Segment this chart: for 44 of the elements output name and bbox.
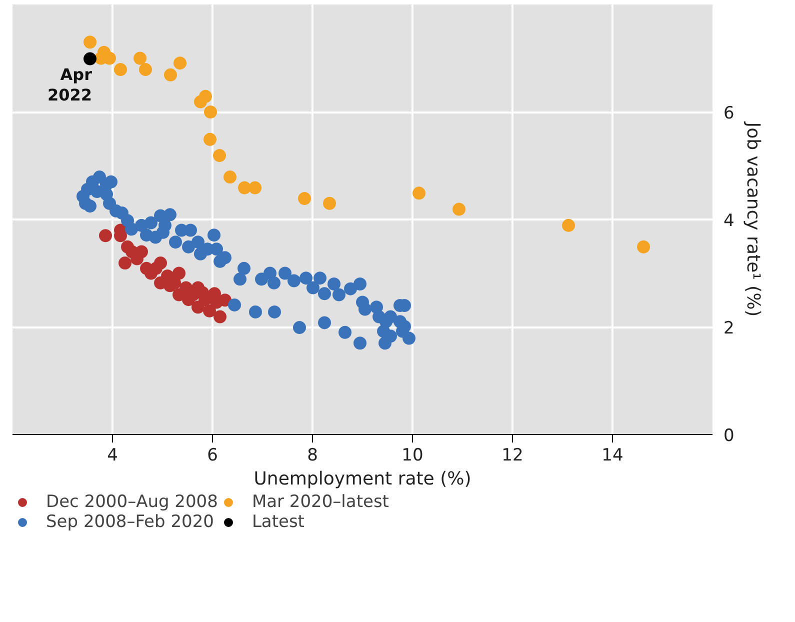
point bbox=[323, 196, 336, 210]
x-tick-label: 8 bbox=[307, 446, 318, 466]
point bbox=[213, 149, 226, 162]
point bbox=[114, 63, 127, 76]
point bbox=[412, 186, 426, 200]
x-tick-label: 12 bbox=[502, 446, 524, 466]
point bbox=[298, 192, 311, 206]
point bbox=[238, 181, 251, 194]
x-tick-label: 6 bbox=[207, 446, 218, 466]
point bbox=[150, 262, 162, 275]
point bbox=[204, 106, 217, 118]
y-axis-title: Job vacancy rate¹ (%) bbox=[742, 121, 764, 317]
x-axis-title: Unemployment rate (%) bbox=[254, 468, 472, 490]
point bbox=[134, 52, 146, 65]
legend-label: Sep 2008–Feb 2020 bbox=[46, 512, 214, 532]
point bbox=[203, 304, 216, 318]
y-tick-label: 6 bbox=[724, 104, 734, 124]
point bbox=[224, 170, 236, 184]
point bbox=[214, 310, 226, 324]
point bbox=[139, 63, 152, 76]
point bbox=[99, 229, 112, 242]
point bbox=[94, 52, 108, 65]
x-tick-label: 4 bbox=[107, 446, 118, 466]
legend-label: Latest bbox=[252, 512, 304, 532]
y-tick-label: 0 bbox=[724, 426, 734, 446]
legend-label: Mar 2020–latest bbox=[252, 492, 389, 512]
point bbox=[118, 256, 132, 270]
y-tick-label: 4 bbox=[724, 211, 734, 231]
point bbox=[248, 181, 262, 194]
point bbox=[199, 90, 212, 103]
annotation: Apr 2022 bbox=[47, 64, 92, 105]
point bbox=[84, 52, 96, 66]
point bbox=[452, 202, 466, 216]
x-tick-label: 14 bbox=[602, 446, 624, 466]
point bbox=[174, 56, 186, 70]
point bbox=[164, 68, 177, 82]
legend-label: Dec 2000–Aug 2008 bbox=[46, 492, 218, 512]
point bbox=[126, 245, 138, 258]
x-tick-label: 10 bbox=[402, 446, 424, 466]
y-tick-label: 2 bbox=[724, 318, 734, 338]
point bbox=[562, 218, 575, 232]
point bbox=[637, 240, 650, 254]
point bbox=[204, 132, 216, 146]
point bbox=[84, 36, 96, 49]
